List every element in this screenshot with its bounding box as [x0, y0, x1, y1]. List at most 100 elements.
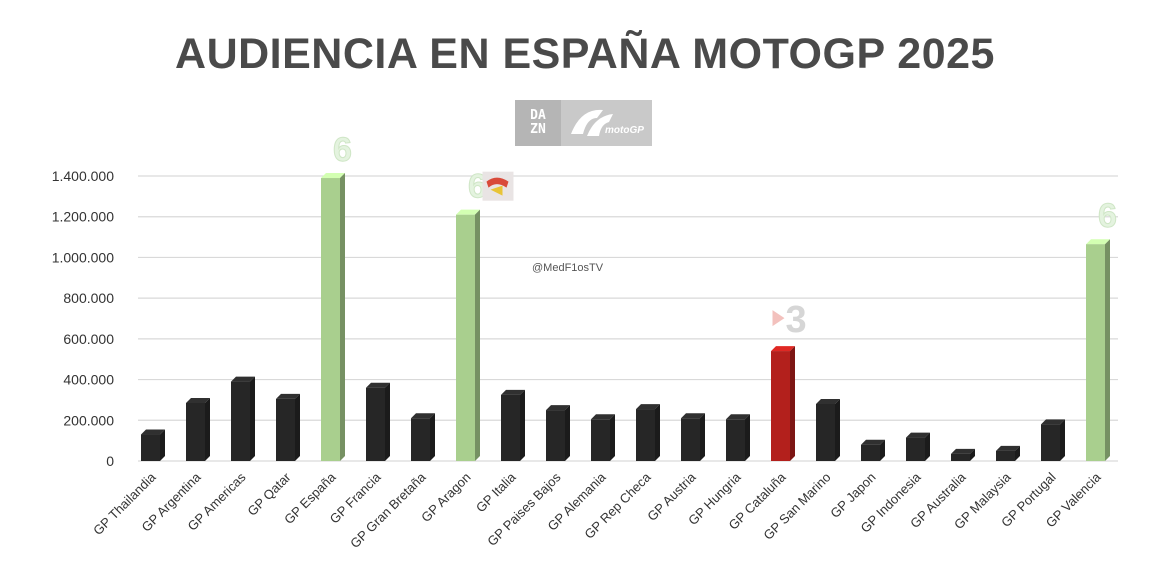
bar-side [430, 413, 435, 461]
aragon-tv-logo-icon [482, 171, 514, 201]
chart-title: AUDIENCIA EN ESPAÑA MOTOGP 2025 [175, 30, 995, 78]
bar-top [546, 405, 570, 411]
x-tick-label: GP Italia [473, 469, 519, 515]
bar-top [186, 397, 210, 403]
bar [231, 376, 255, 461]
la6-logo-icon: 6 [468, 168, 487, 206]
bar-front [546, 410, 565, 461]
bar [141, 429, 165, 461]
bar-top [681, 413, 705, 419]
bar-side [475, 209, 480, 461]
bar-side [970, 448, 975, 461]
y-tick-label: 600.000 [63, 331, 114, 347]
bar [951, 448, 975, 461]
motogp-logo: motoGP [571, 109, 644, 136]
bar-side [295, 393, 300, 461]
bar-top [456, 209, 480, 215]
bar [906, 432, 930, 461]
bar-top [591, 414, 615, 420]
bars [141, 173, 1110, 462]
bar-front [726, 419, 745, 461]
bar-side [1105, 239, 1110, 461]
bar-top [996, 445, 1020, 451]
bar-top [951, 448, 975, 454]
bar-side [700, 413, 705, 461]
bar-top [231, 376, 255, 382]
y-tick-label: 800.000 [63, 290, 114, 306]
dazn-logo-line2: ZN [530, 122, 546, 137]
bar-top [366, 382, 390, 388]
bar [1086, 239, 1110, 461]
y-tick-label: 1.200.000 [52, 209, 114, 225]
bar-front [501, 394, 520, 461]
bar-front [681, 418, 700, 461]
bar [501, 389, 525, 461]
bar-front [591, 419, 610, 461]
bar-front [771, 351, 790, 461]
bar [591, 414, 615, 461]
y-tick-label: 0 [106, 453, 114, 469]
bar [456, 209, 480, 461]
bar-top [1041, 419, 1065, 425]
bar-top [906, 432, 930, 438]
bar-side [880, 439, 885, 461]
bar-top [276, 393, 300, 399]
bar-top [726, 414, 750, 420]
bar-front [321, 178, 340, 462]
bar-front [906, 437, 925, 461]
gridlines [138, 175, 1118, 462]
y-tick-label: 200.000 [63, 412, 114, 428]
bar-top [861, 439, 885, 445]
bar-front [951, 453, 970, 461]
bar-top [771, 346, 795, 352]
y-tick-label: 1.400.000 [52, 168, 114, 184]
bar-front [996, 450, 1015, 461]
bar-side [790, 346, 795, 461]
bar-side [745, 414, 750, 461]
bar-top [321, 173, 345, 179]
dazn-logo-line1: DA [530, 108, 546, 123]
bar [636, 404, 660, 461]
bar-front [186, 402, 205, 461]
bar-side [250, 376, 255, 461]
bar-side [160, 429, 165, 461]
bar-front [1041, 424, 1060, 461]
bar-front [636, 409, 655, 461]
bar-side [340, 173, 345, 462]
bar [681, 413, 705, 461]
svg-text:motoGP: motoGP [605, 125, 644, 136]
bar [996, 445, 1020, 461]
dazn-logo: DA ZN [515, 100, 561, 146]
bar-front [231, 381, 250, 461]
bar [1041, 419, 1065, 461]
bar-side [1060, 419, 1065, 461]
bar-front [411, 418, 430, 461]
bar-side [520, 389, 525, 461]
bar-front [141, 434, 160, 461]
bar-side [1015, 445, 1020, 461]
bar-front [366, 387, 385, 461]
bar [726, 414, 750, 461]
bar-top [411, 413, 435, 419]
la6-logo-icon: 6 [1098, 197, 1117, 235]
bar-side [385, 382, 390, 461]
bar-side [565, 405, 570, 461]
bar [546, 405, 570, 461]
bar-side [205, 397, 210, 461]
bar-top [1086, 239, 1110, 245]
bar-top [636, 404, 660, 410]
bar [816, 399, 840, 461]
bar [321, 173, 345, 462]
bar-front [1086, 244, 1105, 461]
bar [771, 346, 795, 461]
bar-top [501, 389, 525, 395]
bar [861, 439, 885, 461]
bar-front [276, 398, 295, 461]
bar-front [456, 214, 475, 461]
bar-side [610, 414, 615, 461]
broadcaster-logos: DA ZN motoGP [515, 100, 652, 146]
x-tick-label: GP Aragon [418, 470, 473, 525]
la6-logo-icon: 6 [333, 131, 352, 169]
bar-front [816, 404, 835, 461]
